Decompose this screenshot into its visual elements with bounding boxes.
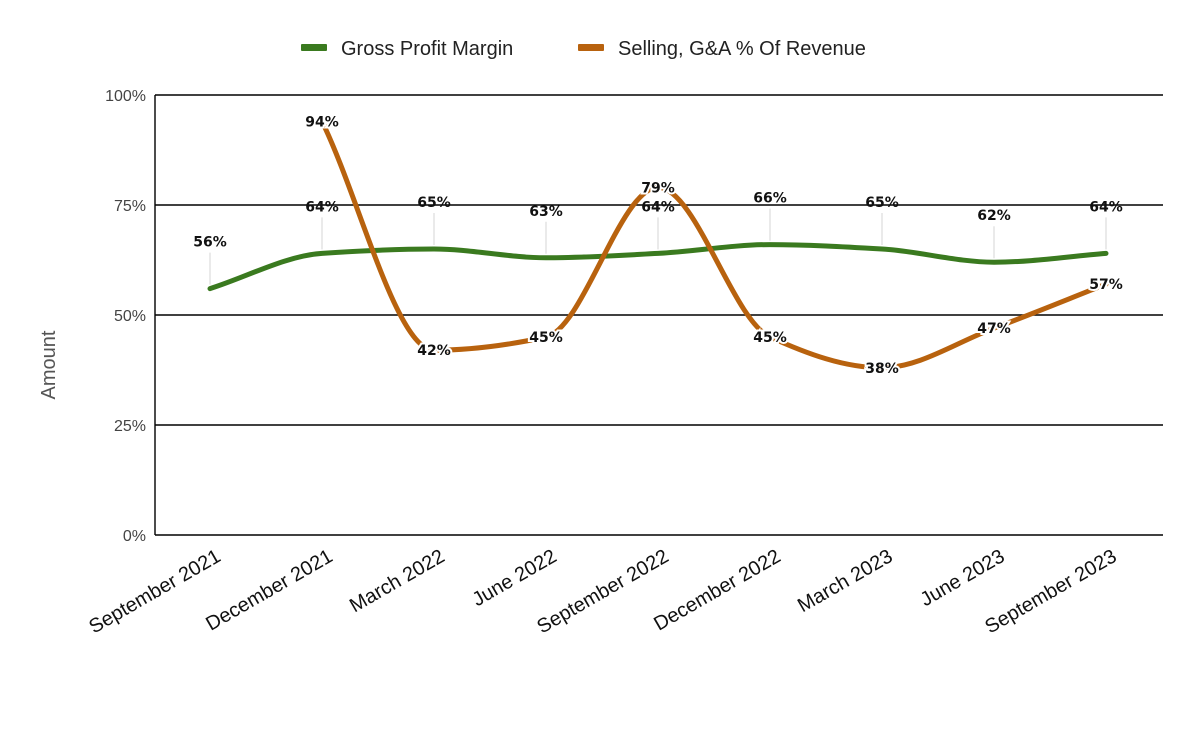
data-label-selling-ga: 38% [865,361,899,377]
x-tick-label: June 2023 [917,545,1009,611]
x-tick-label: March 2022 [346,545,448,617]
x-tick-label: June 2022 [469,545,561,611]
series-line-selling-g-a-of-revenue [319,118,1109,371]
data-label-selling-ga: 79% [641,180,675,196]
data-label-selling-ga: 57% [1089,277,1123,293]
legend-label-gross-profit-margin: Gross Profit Margin [341,38,513,60]
data-label-gross-profit-margin: 65% [865,195,899,211]
x-tick-label: December 2021 [202,545,336,635]
data-labels: 56% 64% 65% 63% 64% 66% 65% 62% 64% 94% 42% 45% 79% 4… [193,112,1125,378]
legend-label-selling-ga: Selling, G&A % Of Revenue [618,38,866,60]
legend-swatch-gross-profit-margin [301,44,327,51]
legend-swatch-selling-ga [578,44,604,51]
data-label-selling-ga: 47% [977,321,1011,337]
x-tick-label: March 2023 [794,545,896,617]
data-label-gross-profit-margin: 64% [1089,199,1123,215]
x-tick-label: December 2022 [650,545,784,635]
y-tick-label: 25% [114,418,146,435]
data-label-selling-ga: 45% [529,330,563,346]
y-axis-title: Amount [38,330,60,399]
data-label-gross-profit-margin: 66% [753,191,787,207]
series-lines [207,118,1109,371]
data-label-gross-profit-margin: 63% [529,204,563,220]
y-tick-label: 100% [105,88,146,105]
y-axis-ticks: 0% 25% 50% 75% 100% [105,88,146,545]
y-tick-label: 0% [123,528,146,545]
data-label-gross-profit-margin: 64% [641,199,675,215]
y-tick-label: 50% [114,308,146,325]
data-label-gross-profit-margin: 64% [305,199,339,215]
x-tick-label: September 2021 [85,545,224,638]
data-label-gross-profit-margin: 62% [977,208,1011,224]
data-label-selling-ga: 42% [417,343,451,359]
series-line-gross-profit-margin [207,242,1109,292]
data-label-selling-ga: 45% [753,330,787,346]
data-label-gross-profit-margin: 56% [193,235,227,251]
gridlines [154,94,1163,536]
y-tick-label: 75% [114,198,146,215]
data-label-selling-ga: 94% [305,114,339,130]
legend: Gross Profit Margin Selling, G&A % Of Re… [301,38,866,60]
data-label-gross-profit-margin: 65% [417,195,451,211]
